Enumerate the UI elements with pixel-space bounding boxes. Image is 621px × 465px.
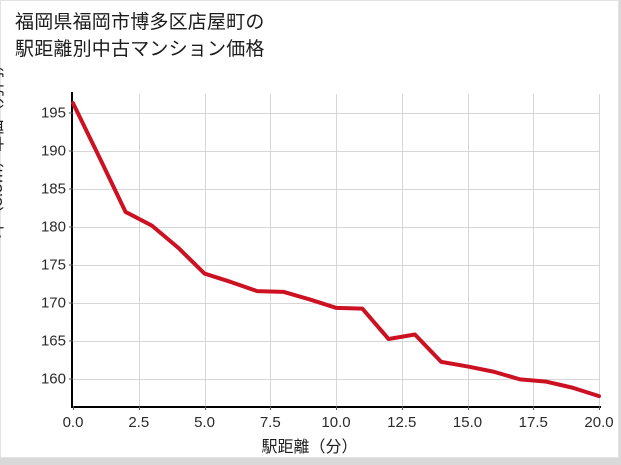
- y-tick-mark: [69, 188, 73, 190]
- gridline-vertical: [138, 94, 140, 406]
- x-tick-mark: [533, 406, 535, 410]
- x-tick-label: 0.0: [62, 414, 84, 431]
- gridline-vertical: [599, 94, 600, 406]
- x-tick-mark: [467, 406, 469, 410]
- x-tick-mark: [138, 406, 140, 410]
- gridline-vertical: [533, 94, 535, 406]
- gridline-vertical: [270, 94, 272, 406]
- y-tick-label: 195: [40, 104, 66, 122]
- x-tick-label: 20.0: [584, 414, 614, 431]
- x-axis-label: 駅距離（分）: [261, 439, 358, 456]
- x-tick-label: 7.5: [259, 414, 281, 431]
- x-tick-mark: [270, 406, 272, 410]
- y-tick-label: 170: [40, 294, 66, 312]
- y-tick-mark: [69, 150, 73, 152]
- x-tick-label: 15.0: [452, 414, 483, 431]
- x-tick-label: 12.5: [387, 414, 417, 431]
- y-tick-mark: [69, 112, 73, 114]
- gridline-vertical: [336, 94, 337, 406]
- x-tick-label: 2.5: [128, 414, 150, 431]
- y-tick-label: 185: [40, 180, 66, 198]
- y-tick-mark: [69, 378, 73, 380]
- chart-title: 福岡県福岡市博多区店屋町の 駅距離別中古マンション価格: [15, 12, 265, 60]
- y-tick-mark: [69, 264, 73, 266]
- y-tick-mark: [69, 226, 73, 228]
- y-tick-label: 165: [40, 332, 66, 350]
- x-tick-label: 17.5: [518, 414, 548, 431]
- x-tick-mark: [401, 406, 403, 410]
- x-tick-mark: [336, 406, 337, 410]
- y-tick-label: 160: [40, 370, 66, 388]
- y-tick-label: 175: [40, 256, 66, 274]
- y-tick-label: 180: [40, 218, 66, 236]
- y-tick-label: 190: [40, 142, 66, 160]
- x-tick-mark: [599, 406, 600, 410]
- gridline-vertical: [204, 94, 206, 406]
- gridline-vertical: [467, 94, 469, 406]
- y-axis-label: 坪（3.3㎡）単価（万円）: [0, 55, 6, 239]
- x-tick-mark: [73, 406, 74, 410]
- y-tick-mark: [69, 340, 73, 342]
- x-tick-label: 10.0: [321, 414, 351, 431]
- gridline-vertical: [401, 94, 403, 406]
- x-tick-label: 5.0: [194, 414, 215, 431]
- y-tick-mark: [69, 302, 73, 304]
- y-axis-spine: [71, 92, 73, 406]
- data-series-line: [71, 101, 601, 399]
- x-tick-mark: [204, 406, 206, 410]
- plot-area: 160 165 170 175 180 185 190 195 0.0 2.5 5.0 7.5 10.…: [41, 92, 614, 431]
